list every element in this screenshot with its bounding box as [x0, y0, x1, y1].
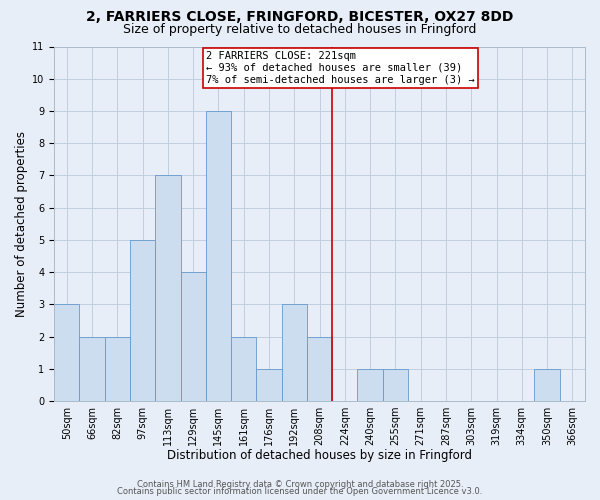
Y-axis label: Number of detached properties: Number of detached properties: [15, 130, 28, 316]
Bar: [535, 368, 560, 401]
Text: Size of property relative to detached houses in Fringford: Size of property relative to detached ho…: [124, 22, 476, 36]
Bar: [79, 336, 104, 401]
Text: Contains public sector information licensed under the Open Government Licence v3: Contains public sector information licen…: [118, 487, 482, 496]
Bar: [130, 240, 155, 401]
Bar: [104, 336, 130, 401]
Bar: [358, 368, 383, 401]
Text: 2, FARRIERS CLOSE, FRINGFORD, BICESTER, OX27 8DD: 2, FARRIERS CLOSE, FRINGFORD, BICESTER, …: [86, 10, 514, 24]
Bar: [155, 176, 181, 401]
Bar: [54, 304, 79, 401]
Bar: [206, 111, 231, 401]
Bar: [281, 304, 307, 401]
Bar: [383, 368, 408, 401]
Bar: [181, 272, 206, 401]
Bar: [231, 336, 256, 401]
Bar: [256, 368, 281, 401]
X-axis label: Distribution of detached houses by size in Fringford: Distribution of detached houses by size …: [167, 450, 472, 462]
Text: Contains HM Land Registry data © Crown copyright and database right 2025.: Contains HM Land Registry data © Crown c…: [137, 480, 463, 489]
Bar: [307, 336, 332, 401]
Text: 2 FARRIERS CLOSE: 221sqm
← 93% of detached houses are smaller (39)
7% of semi-de: 2 FARRIERS CLOSE: 221sqm ← 93% of detach…: [206, 52, 475, 84]
